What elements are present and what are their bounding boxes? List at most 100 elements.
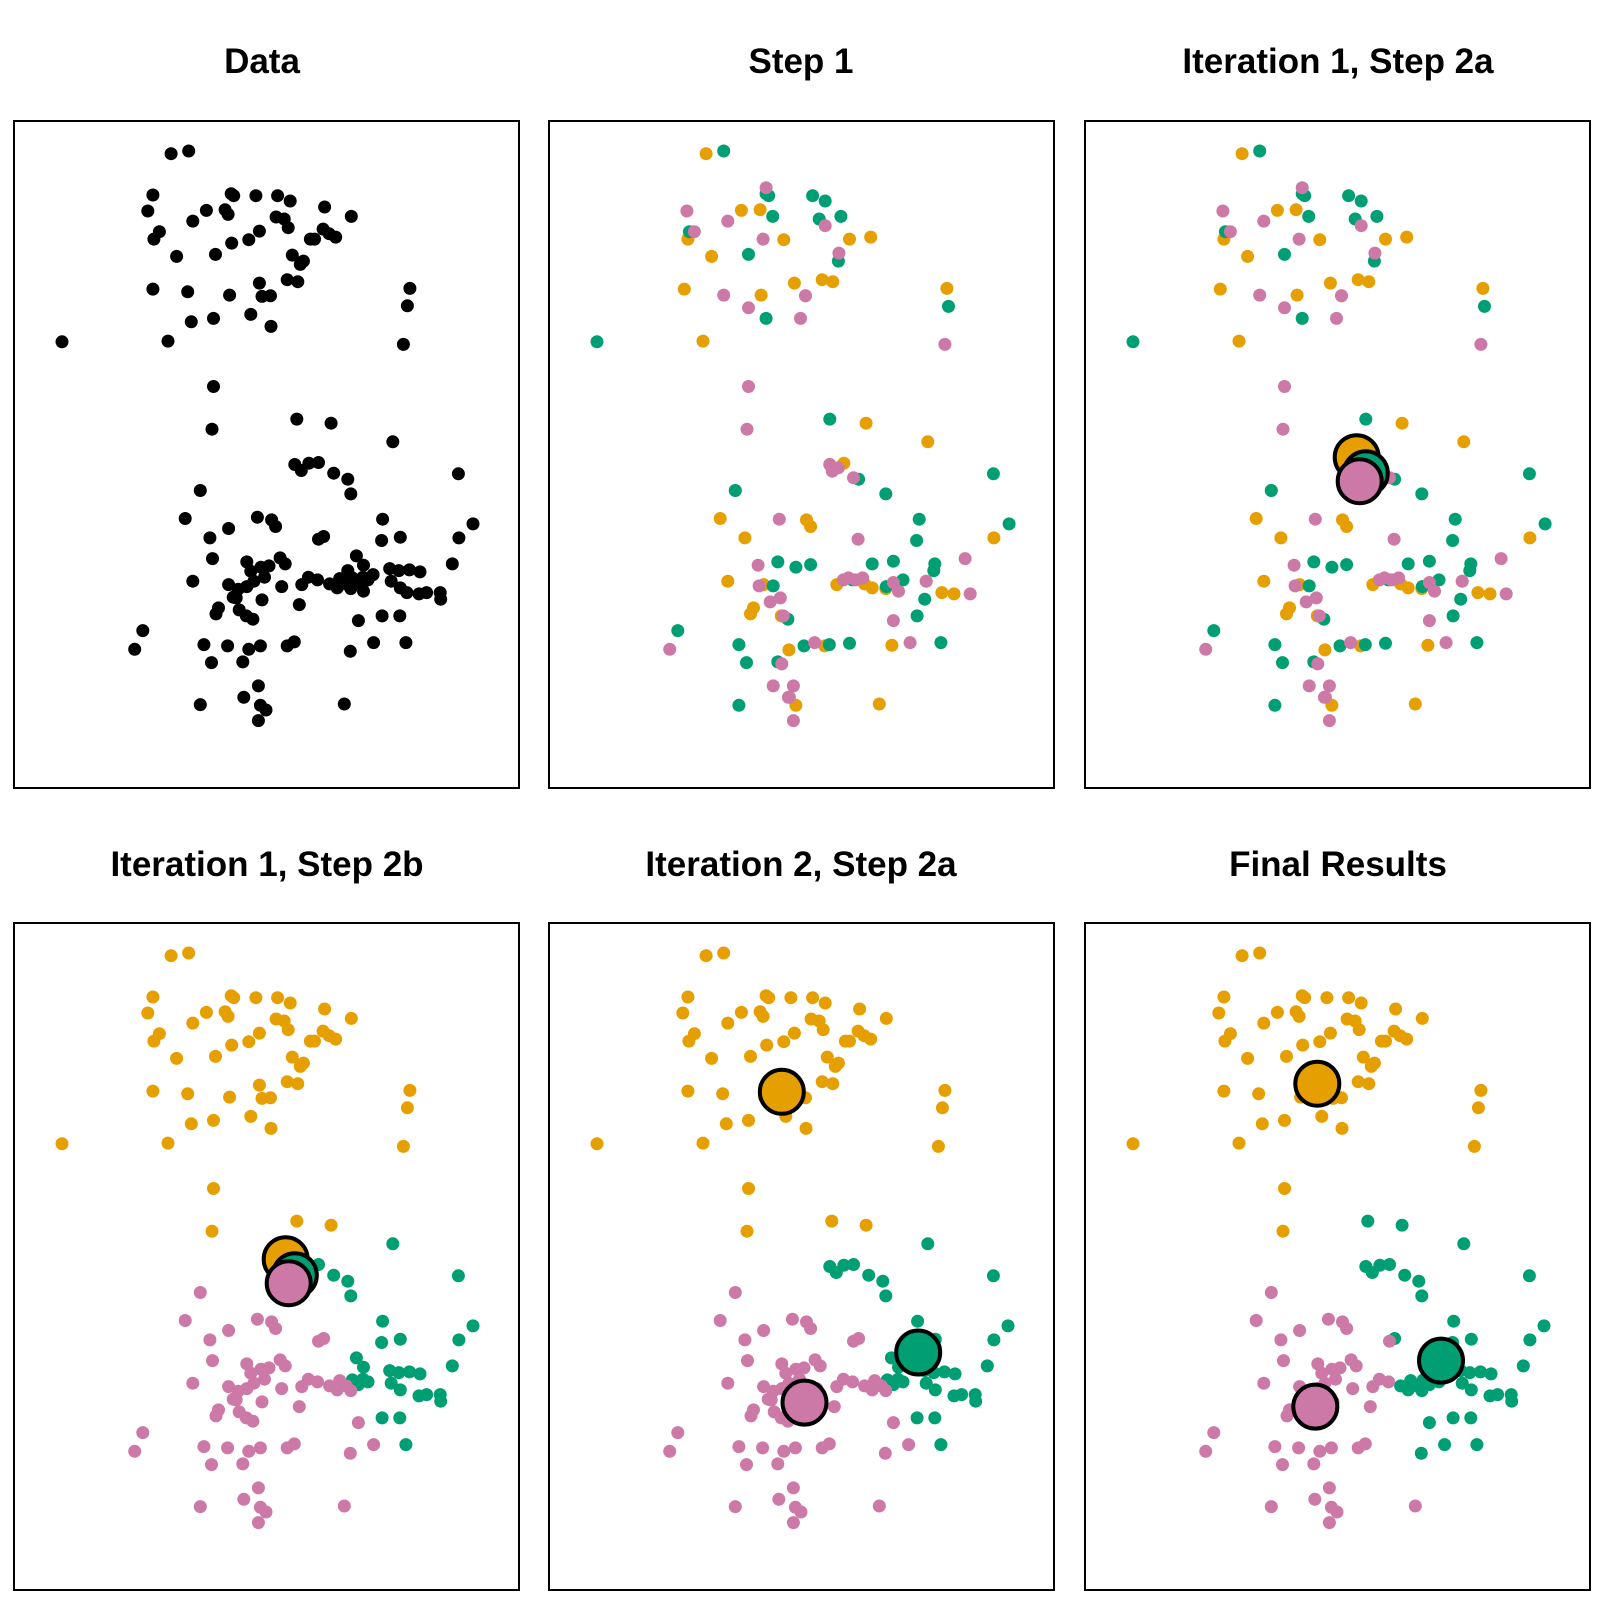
black-data-point — [294, 464, 308, 477]
pink-data-point — [1308, 512, 1322, 526]
pink-data-point — [740, 1458, 753, 1472]
black-data-point — [147, 232, 161, 246]
orange-data-point — [828, 1059, 842, 1073]
orange-data-point — [146, 990, 160, 1004]
orange-data-point — [1374, 1034, 1388, 1048]
pink-data-point — [1340, 1322, 1354, 1335]
orange-data-point — [1315, 1109, 1329, 1123]
points-layer — [55, 946, 480, 1530]
black-data-point — [287, 635, 301, 649]
orange-data-point — [742, 1113, 755, 1127]
black-data-point — [392, 564, 406, 578]
pink-data-point — [1278, 301, 1291, 315]
black-data-point — [384, 574, 398, 588]
pink-data-point — [785, 1312, 799, 1326]
orange-data-point — [1298, 991, 1312, 1005]
pink-data-point — [1292, 1441, 1306, 1455]
green-data-point — [434, 1394, 448, 1408]
green-data-point — [341, 1274, 355, 1288]
green-data-point — [942, 299, 955, 313]
orange-data-point — [164, 949, 178, 963]
pink-data-point — [136, 1426, 150, 1440]
orange-data-point — [1217, 990, 1231, 1004]
black-data-point — [161, 334, 175, 348]
orange-data-point — [935, 586, 949, 600]
black-data-point — [206, 552, 219, 566]
pink-data-point — [825, 464, 839, 478]
pink-data-point — [128, 1444, 142, 1458]
orange-data-point — [324, 1218, 338, 1232]
pink-data-point — [1257, 214, 1271, 228]
black-data-point — [312, 456, 325, 469]
orange-data-point — [1352, 1023, 1366, 1037]
black-data-point — [275, 580, 289, 594]
pink-data-point — [794, 311, 807, 325]
black-data-point — [367, 636, 381, 650]
orange-data-point — [293, 1059, 307, 1073]
orange-data-point — [838, 1034, 852, 1048]
orange-data-point — [721, 574, 735, 588]
pink-data-point — [1322, 714, 1336, 728]
pink-data-point — [830, 1380, 844, 1394]
orange-data-point — [816, 1023, 830, 1037]
pink-data-point — [788, 1441, 802, 1455]
pink-data-point — [258, 1372, 271, 1386]
orange-data-point — [221, 1009, 235, 1023]
orange-data-point — [207, 1182, 220, 1195]
pink-data-point — [253, 1441, 267, 1455]
orange-data-point — [760, 1038, 774, 1052]
pink-data-point — [1313, 1444, 1327, 1458]
pink-data-point — [1199, 642, 1213, 656]
orange-data-point — [744, 607, 757, 621]
orange-data-point — [344, 1011, 358, 1025]
green-data-point — [766, 579, 780, 593]
orange-data-point — [820, 1050, 834, 1064]
green-data-point — [384, 1376, 398, 1390]
green-data-point — [771, 555, 785, 569]
panel-iteration-1-step-2a: Iteration 1, Step 2a — [1084, 42, 1591, 789]
black-data-point — [351, 614, 365, 628]
green-data-point — [829, 1266, 843, 1279]
green-data-point — [928, 1411, 942, 1425]
orange-data-point — [225, 1038, 239, 1052]
orange-data-point — [1351, 273, 1365, 287]
green-data-point — [1537, 1319, 1551, 1333]
orange-data-point — [186, 1016, 200, 1030]
orange-data-point — [1313, 1035, 1327, 1049]
pink-data-point — [1312, 609, 1326, 623]
orange-data-point — [1274, 531, 1288, 545]
orange-data-point — [682, 1034, 696, 1048]
orange-data-point — [291, 1077, 305, 1091]
pink-data-point — [1382, 1375, 1395, 1389]
green-data-point — [1446, 609, 1460, 623]
orange-data-point — [713, 512, 727, 525]
green-data-point — [344, 1289, 358, 1303]
pink-data-point — [818, 219, 832, 233]
orange-data-point — [280, 1075, 294, 1089]
green-data-point — [399, 1438, 413, 1452]
pink-data-point — [761, 1392, 775, 1406]
orange-data-point — [1278, 1182, 1291, 1195]
orange-data-point — [1270, 203, 1284, 217]
pink-data-point — [1307, 1457, 1321, 1471]
black-data-point — [376, 512, 390, 526]
green-data-point — [1340, 558, 1354, 572]
orange-data-point — [303, 1034, 317, 1048]
green-data-point — [392, 1366, 406, 1380]
orange-data-point — [787, 276, 801, 290]
orange-data-point — [1476, 281, 1490, 295]
orange-data-point — [1457, 435, 1471, 449]
black-data-point — [237, 690, 251, 704]
orange-data-point — [872, 697, 886, 711]
black-data-point — [250, 510, 264, 524]
black-data-point — [290, 412, 304, 426]
pink-data-point — [786, 1481, 800, 1495]
green-data-point — [927, 564, 941, 578]
pink-data-point — [938, 337, 952, 351]
green-data-point — [912, 512, 926, 526]
green-data-point — [590, 335, 604, 349]
pink-data-point — [663, 642, 677, 656]
green-data-point — [948, 1367, 962, 1381]
pink-data-point — [1274, 1333, 1288, 1347]
pink-data-point — [786, 1516, 800, 1530]
